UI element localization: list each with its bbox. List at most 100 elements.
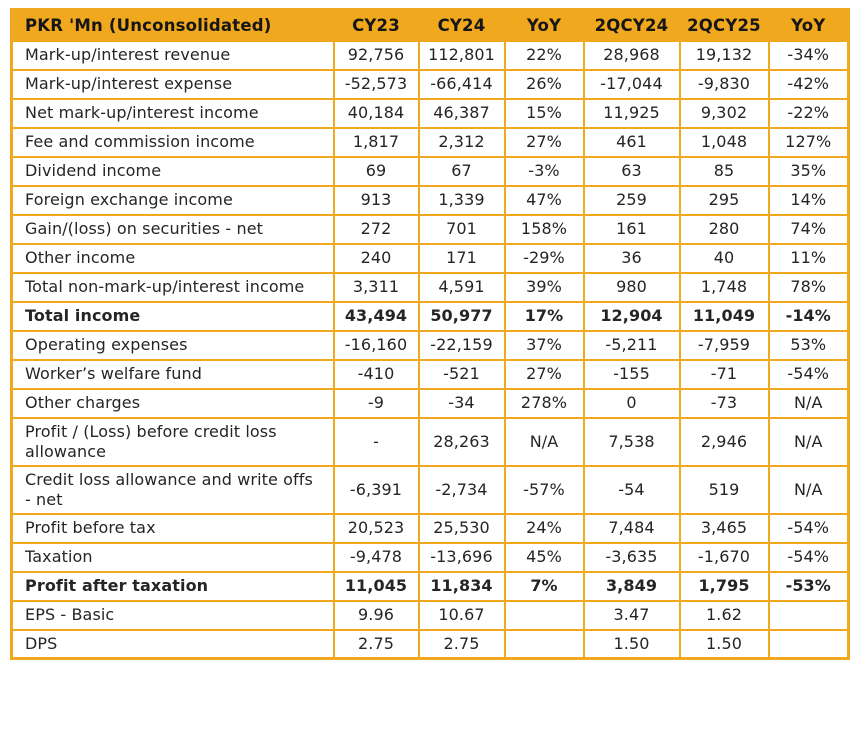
row-label: EPS - Basic (10, 599, 335, 631)
row-label: Foreign exchange income (10, 184, 335, 216)
cell-value: 39% (503, 271, 585, 303)
cell-value: -34 (417, 387, 506, 419)
cell-value: 92,756 (332, 39, 420, 71)
cell-value: 1,817 (332, 126, 420, 158)
cell-value: 3,849 (582, 570, 681, 602)
cell-value: -54% (767, 541, 850, 573)
cell-value: 2,946 (678, 416, 770, 467)
cell-value: 40,184 (332, 97, 420, 129)
cell-value: 461 (582, 126, 681, 158)
table-row: Dividend income 69 67 -3% 63 85 35% (10, 155, 850, 187)
cell-value: 28,968 (582, 39, 681, 71)
cell-value: 1.50 (582, 628, 681, 660)
cell-value: -17,044 (582, 68, 681, 100)
cell-value: 2,312 (417, 126, 506, 158)
cell-value: -71 (678, 358, 770, 390)
column-header-cy23: CY23 (332, 8, 420, 42)
table-row: Profit before tax 20,523 25,530 24% 7,484 3,4… (10, 512, 850, 544)
cell-value: -42% (767, 68, 850, 100)
cell-value: -54% (767, 358, 850, 390)
cell-value: 74% (767, 213, 850, 245)
table-row: Foreign exchange income 913 1,339 47% 259 295… (10, 184, 850, 216)
cell-value: 11,925 (582, 97, 681, 129)
table-title-cell: PKR 'Mn (Unconsolidated) (10, 8, 335, 42)
cell-value: 36 (582, 242, 681, 274)
row-label: Taxation (10, 541, 335, 573)
financial-results-table: PKR 'Mn (Unconsolidated) CY23 CY24 YoY 2QCY2… (10, 8, 850, 660)
cell-value: 1,795 (678, 570, 770, 602)
cell-value: 47% (503, 184, 585, 216)
cell-value: 0 (582, 387, 681, 419)
table-row: Profit / (Loss) before credit loss allow… (10, 416, 850, 467)
cell-value: 11,045 (332, 570, 420, 602)
column-header-2qcy24: 2QCY24 (582, 8, 681, 42)
cell-value: 15% (503, 97, 585, 129)
row-label: Operating expenses (10, 329, 335, 361)
cell-value: -7,959 (678, 329, 770, 361)
cell-value: 28,263 (417, 416, 506, 467)
cell-value: -1,670 (678, 541, 770, 573)
cell-value (767, 628, 850, 660)
cell-value: 11,049 (678, 300, 770, 332)
cell-value: 11,834 (417, 570, 506, 602)
cell-value: N/A (503, 416, 585, 467)
cell-value: 9.96 (332, 599, 420, 631)
row-label: Total income (10, 300, 335, 332)
cell-value: -22,159 (417, 329, 506, 361)
cell-value: 2.75 (332, 628, 420, 660)
cell-value: -57% (503, 464, 585, 515)
cell-value: 7,484 (582, 512, 681, 544)
cell-value: 2.75 (417, 628, 506, 660)
row-label: Dividend income (10, 155, 335, 187)
row-label: Total non-mark-up/interest income (10, 271, 335, 303)
cell-value: 12,904 (582, 300, 681, 332)
cell-value: 9,302 (678, 97, 770, 129)
cell-value: 701 (417, 213, 506, 245)
table-row: Mark-up/interest revenue 92,756 112,801 22%… (10, 39, 850, 71)
cell-value: 127% (767, 126, 850, 158)
cell-value: -5,211 (582, 329, 681, 361)
cell-value: 295 (678, 184, 770, 216)
page: PKR 'Mn (Unconsolidated) CY23 CY24 YoY 2QCY2… (10, 8, 850, 660)
cell-value: -3% (503, 155, 585, 187)
cell-value: -29% (503, 242, 585, 274)
cell-value: N/A (767, 416, 850, 467)
row-label: Mark-up/interest revenue (10, 39, 335, 71)
cell-value: 1.62 (678, 599, 770, 631)
cell-value: 1,748 (678, 271, 770, 303)
row-label: Other charges (10, 387, 335, 419)
cell-value: -155 (582, 358, 681, 390)
cell-value (767, 599, 850, 631)
cell-value: 3,311 (332, 271, 420, 303)
cell-value: -53% (767, 570, 850, 602)
cell-value: 53% (767, 329, 850, 361)
cell-value: 280 (678, 213, 770, 245)
column-header-yoy: YoY (503, 8, 585, 42)
cell-value: 25,530 (417, 512, 506, 544)
row-label: DPS (10, 628, 335, 660)
row-label: Profit / (Loss) before credit loss allow… (10, 416, 335, 467)
cell-value: -6,391 (332, 464, 420, 515)
cell-value: 24% (503, 512, 585, 544)
cell-value: -73 (678, 387, 770, 419)
cell-value: 7,538 (582, 416, 681, 467)
table-row: Total income 43,494 50,977 17% 12,904 11,049-… (10, 300, 850, 332)
row-label: Net mark-up/interest income (10, 97, 335, 129)
cell-value: 171 (417, 242, 506, 274)
cell-value: -13,696 (417, 541, 506, 573)
table-row: Other charges -9 -34 278% 0 -73 N/A (10, 387, 850, 419)
cell-value: 78% (767, 271, 850, 303)
cell-value: 278% (503, 387, 585, 419)
cell-value: -22% (767, 97, 850, 129)
cell-value: 112,801 (417, 39, 506, 71)
cell-value: 27% (503, 358, 585, 390)
cell-value: -14% (767, 300, 850, 332)
cell-value: 63 (582, 155, 681, 187)
cell-value: N/A (767, 387, 850, 419)
row-label: Worker’s welfare fund (10, 358, 335, 390)
cell-value: 17% (503, 300, 585, 332)
table-row: Profit after taxation 11,045 11,834 7% 3,849… (10, 570, 850, 602)
cell-value: 46,387 (417, 97, 506, 129)
cell-value: - (332, 416, 420, 467)
table-row: Mark-up/interest expense -52,573 -66,414 26… (10, 68, 850, 100)
